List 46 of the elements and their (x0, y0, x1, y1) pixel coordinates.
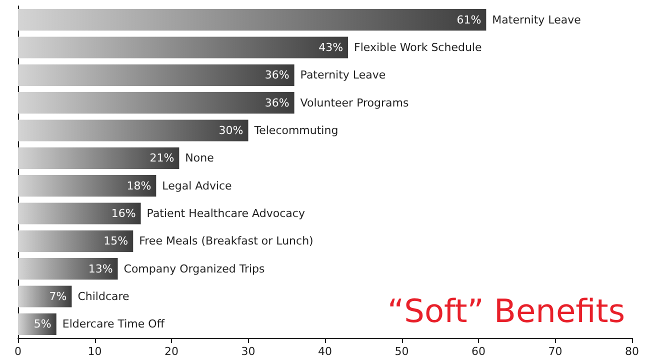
bar (18, 313, 56, 335)
y-tick-label: Company Organized Trips (124, 262, 266, 276)
data-label: 16% (111, 207, 136, 220)
y-tick-label: None (185, 152, 214, 165)
y-tick-label: Eldercare Time Off (62, 318, 165, 331)
y-tick-label: Patient Healthcare Advocacy (146, 207, 306, 220)
bar (18, 120, 248, 142)
x-tick-label: 10 (88, 345, 102, 358)
data-label: 36% (264, 68, 290, 82)
x-tick-label: 70 (548, 345, 562, 358)
data-label: 15% (104, 234, 128, 248)
text: “Soft” Benefits (388, 292, 625, 330)
bar (18, 36, 348, 58)
y-tick-label: Free Meals (Breakfast or Lunch) (139, 234, 314, 248)
x-tick-label: 50 (394, 345, 409, 358)
bar (18, 9, 486, 31)
data-label: 21% (150, 152, 174, 165)
y-tick-label: Flexible Work Schedule (354, 41, 482, 54)
data-label: 61% (456, 13, 482, 26)
data-label: 5% (34, 318, 52, 331)
x-tick-label: 40 (318, 345, 332, 358)
data-label: 43% (318, 41, 344, 54)
bar (18, 92, 294, 114)
data-label: 36% (264, 96, 290, 110)
bar (18, 202, 141, 224)
y-tick-label: Childcare (78, 290, 130, 303)
x-tick-label: 0 (14, 345, 22, 358)
y-tick-label: Maternity Leave (492, 13, 582, 26)
bar (18, 64, 294, 86)
bar (18, 258, 118, 280)
y-tick-label: Legal Advice (162, 179, 232, 192)
data-label: 13% (88, 262, 113, 276)
x-tick-label: 60 (472, 345, 486, 358)
data-label: 18% (126, 179, 152, 192)
bar (18, 147, 180, 169)
data-label: 30% (218, 124, 244, 137)
x-tick-label: 20 (164, 345, 178, 358)
x-tick-label: 80 (625, 345, 639, 358)
y-tick-label: Volunteer Programs (300, 96, 409, 110)
data-label: 7% (49, 290, 67, 303)
x-tick-label: 30 (241, 345, 256, 358)
bar (18, 175, 156, 197)
y-tick-label: Telecommuting (253, 124, 338, 137)
bar (18, 230, 134, 252)
y-tick-label: Paternity Leave (300, 68, 386, 82)
bar (18, 286, 72, 308)
